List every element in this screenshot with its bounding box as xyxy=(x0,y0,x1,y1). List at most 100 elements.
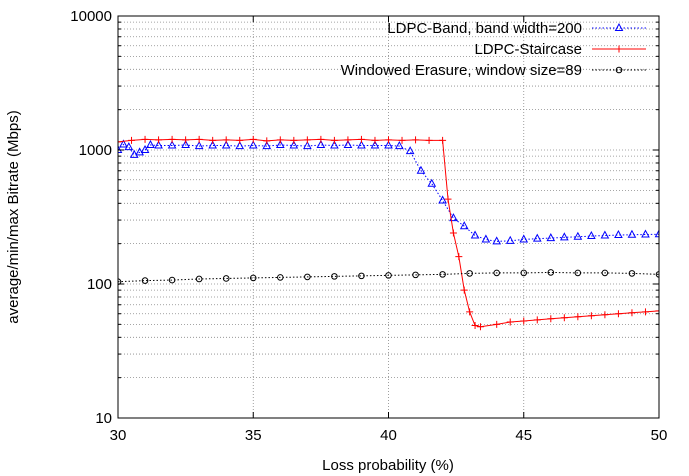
data-point xyxy=(587,312,595,320)
y-axis-label: average/min/max Bitrate (Mbps) xyxy=(5,110,22,323)
data-point xyxy=(427,178,437,187)
data-point xyxy=(304,273,311,281)
legend: LDPC-Band, band width=200 LDPC-Staircase W… xyxy=(341,20,646,79)
data-point xyxy=(600,230,610,239)
data-point xyxy=(398,136,406,144)
data-point xyxy=(140,144,150,153)
data-point xyxy=(412,136,420,144)
data-point xyxy=(317,135,325,143)
x-tick-label: 40 xyxy=(380,427,397,444)
y-tick-label: 1000 xyxy=(79,142,112,159)
data-point xyxy=(209,136,217,144)
data-point xyxy=(118,144,123,153)
legend-label: LDPC-Staircase xyxy=(474,41,582,58)
data-point xyxy=(275,139,285,148)
data-point xyxy=(168,276,176,284)
data-point xyxy=(425,136,433,144)
data-point xyxy=(249,135,257,143)
data-point xyxy=(331,273,338,280)
data-point xyxy=(135,147,144,156)
data-point xyxy=(385,272,392,279)
data-point xyxy=(167,140,177,149)
data-point xyxy=(493,269,501,277)
data-point xyxy=(146,139,155,148)
data-point xyxy=(520,317,528,325)
data-point xyxy=(481,234,491,243)
data-point xyxy=(439,271,446,278)
data-point xyxy=(460,286,468,294)
data-point xyxy=(249,274,257,282)
x-tick-label: 35 xyxy=(245,427,262,444)
data-point xyxy=(316,139,326,148)
data-point xyxy=(405,146,415,155)
data-point xyxy=(641,308,649,316)
data-point xyxy=(129,149,139,158)
data-point xyxy=(546,233,556,242)
data-point xyxy=(154,140,163,149)
data-point xyxy=(416,165,426,174)
data-point xyxy=(235,141,245,150)
data-point xyxy=(208,140,218,149)
data-point xyxy=(459,221,469,230)
data-point xyxy=(124,142,134,151)
data-point xyxy=(370,140,380,149)
data-point xyxy=(262,141,272,150)
data-point xyxy=(449,229,457,237)
series-1 xyxy=(118,135,659,331)
data-point xyxy=(357,140,366,149)
tick-labels: 30 35 40 45 50 10 100 1000 10000 xyxy=(70,8,667,444)
data-point xyxy=(394,141,404,150)
data-point xyxy=(181,139,190,148)
legend-marker xyxy=(615,66,623,74)
data-point xyxy=(444,195,452,203)
data-point xyxy=(573,231,583,240)
data-point xyxy=(547,315,555,323)
data-point xyxy=(168,135,176,143)
data-point xyxy=(466,308,474,316)
data-point xyxy=(141,277,149,284)
legend-marker xyxy=(615,45,623,53)
data-point xyxy=(492,236,502,245)
data-point xyxy=(222,136,230,144)
data-point xyxy=(371,136,379,144)
data-point xyxy=(614,310,622,318)
data-point xyxy=(263,137,271,145)
data-point xyxy=(195,135,203,143)
data-point xyxy=(587,230,596,240)
data-point xyxy=(574,269,582,277)
data-point xyxy=(182,136,190,144)
data-point xyxy=(141,135,149,143)
y-tick-label: 10000 xyxy=(70,8,112,25)
data-point xyxy=(547,269,555,276)
data-point xyxy=(343,139,353,148)
data-point xyxy=(641,229,650,238)
data-point xyxy=(532,233,542,242)
data-point xyxy=(344,136,352,144)
data-point xyxy=(627,229,637,238)
data-point xyxy=(560,314,568,322)
data-point xyxy=(655,307,659,315)
grid-lines xyxy=(117,15,660,419)
data-point xyxy=(466,270,473,277)
data-point xyxy=(236,136,244,144)
data-point xyxy=(574,313,582,321)
series-line xyxy=(118,271,659,283)
data-point xyxy=(470,230,480,239)
y-tick-label: 100 xyxy=(87,276,112,293)
data-point xyxy=(520,269,528,277)
series-layer xyxy=(118,135,659,331)
data-point xyxy=(303,141,312,150)
x-tick-label: 50 xyxy=(651,427,668,444)
data-point xyxy=(222,275,230,282)
x-tick-label: 30 xyxy=(110,427,127,444)
legend-label: LDPC-Band, band width=200 xyxy=(387,20,582,37)
data-point xyxy=(276,136,284,144)
data-point xyxy=(449,213,458,222)
y-tick-label: 10 xyxy=(95,410,112,427)
data-point xyxy=(330,140,339,149)
data-point xyxy=(277,274,284,281)
data-point xyxy=(654,229,659,238)
data-point xyxy=(614,229,623,239)
data-point xyxy=(471,322,479,330)
